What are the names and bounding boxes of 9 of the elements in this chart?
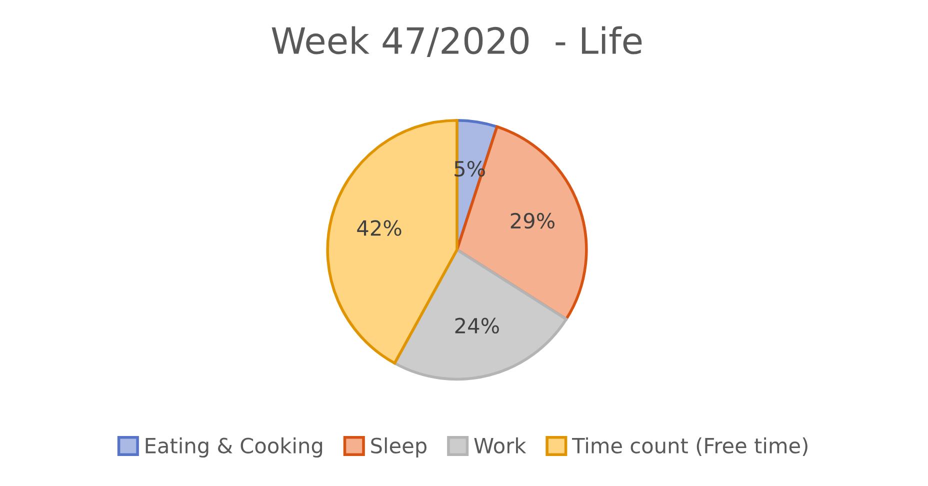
legend-label: Time count (Free time) <box>572 437 808 456</box>
pie-slice <box>393 248 568 381</box>
legend-label: Work <box>474 437 526 454</box>
data-label: 29% <box>510 212 554 229</box>
legend-label: Eating & Cooking <box>146 437 322 458</box>
legend-label: Sleep <box>371 437 426 458</box>
chart-title: Week 47/2020 - Life <box>272 26 642 58</box>
data-label: 24% <box>455 318 499 334</box>
data-label: 42% <box>357 220 402 236</box>
